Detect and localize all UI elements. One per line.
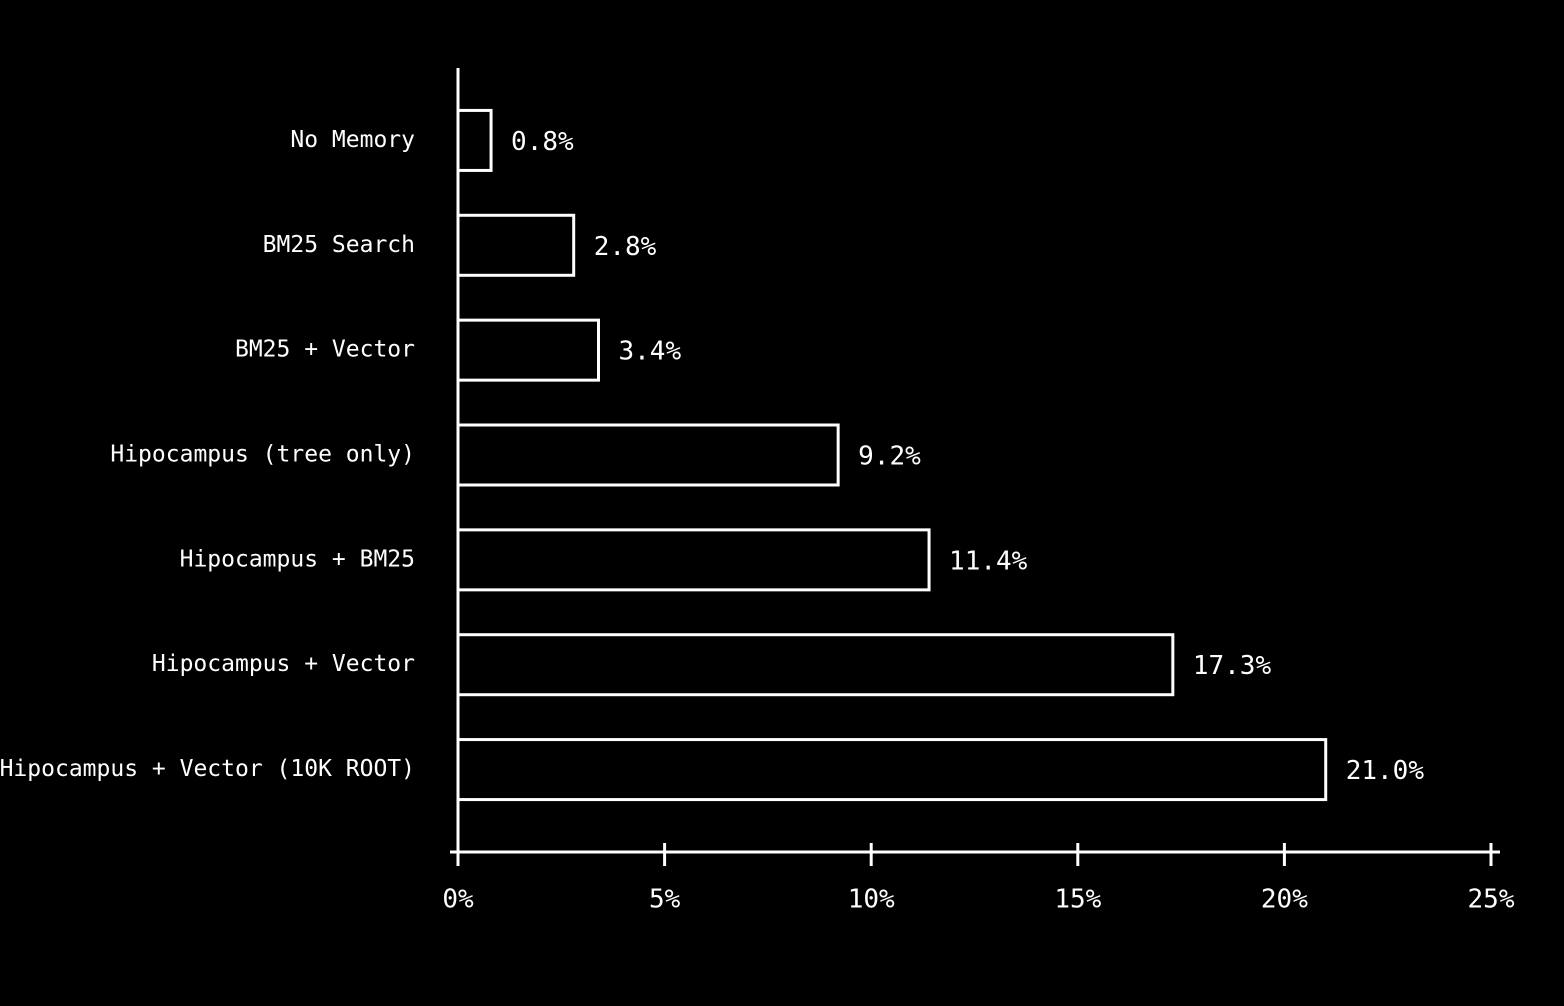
value-label: 21.0% xyxy=(1346,756,1425,786)
bar xyxy=(456,738,1328,802)
x-tick-label: 5% xyxy=(649,885,681,915)
value-label: 0.8% xyxy=(511,127,574,157)
x-tick-label: 0% xyxy=(442,885,474,915)
bar xyxy=(456,528,931,592)
y-tick-label: Hipocampus + BM25 xyxy=(180,546,415,572)
bar xyxy=(456,633,1175,697)
y-tick-label: Hipocampus + Vector (10K ROOT) xyxy=(0,756,415,782)
bar xyxy=(456,318,600,382)
bar xyxy=(456,108,493,172)
bar xyxy=(456,213,576,277)
y-tick-label: Hipocampus (tree only) xyxy=(110,442,415,468)
bar xyxy=(456,423,840,487)
y-tick-label: BM25 + Vector xyxy=(235,337,415,363)
x-tick-label: 20% xyxy=(1261,885,1308,915)
value-label: 9.2% xyxy=(858,442,921,472)
x-tick-label: 15% xyxy=(1054,885,1101,915)
y-tick-label: No Memory xyxy=(290,127,415,153)
x-tick-label: 25% xyxy=(1468,885,1515,915)
y-tick-label: Hipocampus + Vector xyxy=(152,651,415,677)
x-tick-label: 10% xyxy=(848,885,895,915)
value-label: 11.4% xyxy=(949,546,1028,576)
y-tick-label: BM25 Search xyxy=(263,232,415,258)
value-label: 2.8% xyxy=(594,232,657,262)
value-label: 17.3% xyxy=(1193,651,1272,681)
value-label: 3.4% xyxy=(618,337,681,367)
